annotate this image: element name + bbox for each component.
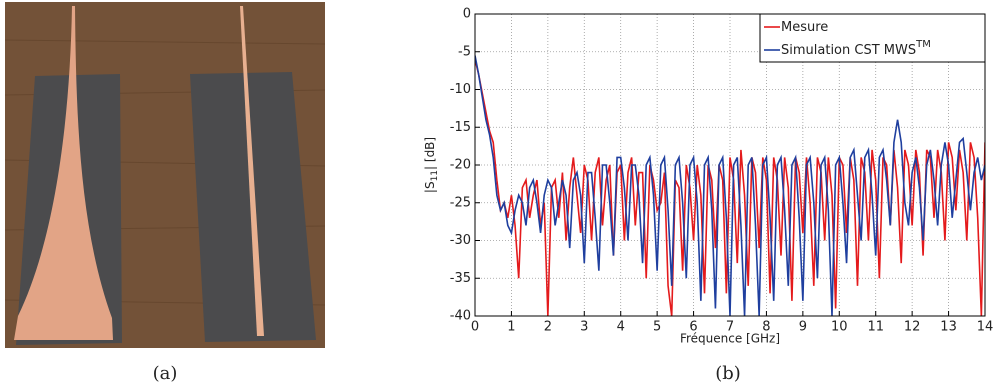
legend-superscript: TM xyxy=(915,39,931,50)
legend-label: Mesure xyxy=(781,20,828,35)
legend-name: Mesure xyxy=(781,20,828,35)
legend-box xyxy=(759,13,986,63)
y-label-part: |S xyxy=(423,181,437,193)
legend-label: Simulation CST MWSTM xyxy=(781,39,931,58)
y-tick-label: 0 xyxy=(463,7,471,22)
x-tick-label: 3 xyxy=(580,320,588,335)
legend: Mesure Simulation CST MWSTM xyxy=(759,13,986,63)
x-tick-label: 14 xyxy=(977,320,993,335)
y-label-part: | [dB] xyxy=(423,137,437,170)
y-axis-label: |S11| [dB] xyxy=(423,137,440,193)
x-tick-label: 11 xyxy=(867,320,884,335)
x-tick-label: 9 xyxy=(799,320,807,335)
data-line xyxy=(475,59,985,316)
y-tick-label: -15 xyxy=(450,120,471,135)
caption: (b) xyxy=(715,363,741,384)
x-tick-label: 4 xyxy=(617,320,625,335)
x-axis-label: Fréquence [GHz] xyxy=(680,332,780,346)
x-tick-label: 6 xyxy=(689,320,697,335)
y-tick-label: -5 xyxy=(458,44,471,59)
x-tick-label: 1 xyxy=(507,320,515,335)
data-line xyxy=(475,55,985,316)
y-tick-label: -30 xyxy=(450,233,471,248)
y-label-sub: 11 xyxy=(430,170,440,181)
x-tick-label: 7 xyxy=(726,320,734,335)
y-tick-label: -35 xyxy=(450,271,471,286)
y-tick-label: -20 xyxy=(450,158,471,173)
y-tick-label: -10 xyxy=(450,82,471,97)
x-tick-label: 5 xyxy=(653,320,661,335)
plot-frame xyxy=(474,13,986,317)
x-tick-label: 0 xyxy=(471,320,479,335)
legend-name: Simulation CST MWS xyxy=(781,43,916,58)
photo xyxy=(4,2,326,348)
y-tick-label: -40 xyxy=(450,309,471,324)
x-tick-label: 13 xyxy=(940,320,957,335)
x-tick-label: 12 xyxy=(904,320,921,335)
x-tick-label: 10 xyxy=(831,320,848,335)
caption: (a) xyxy=(153,363,178,384)
y-tick-label: -25 xyxy=(450,195,471,210)
x-tick-label: 2 xyxy=(544,320,552,335)
x-tick-label: 8 xyxy=(762,320,770,335)
